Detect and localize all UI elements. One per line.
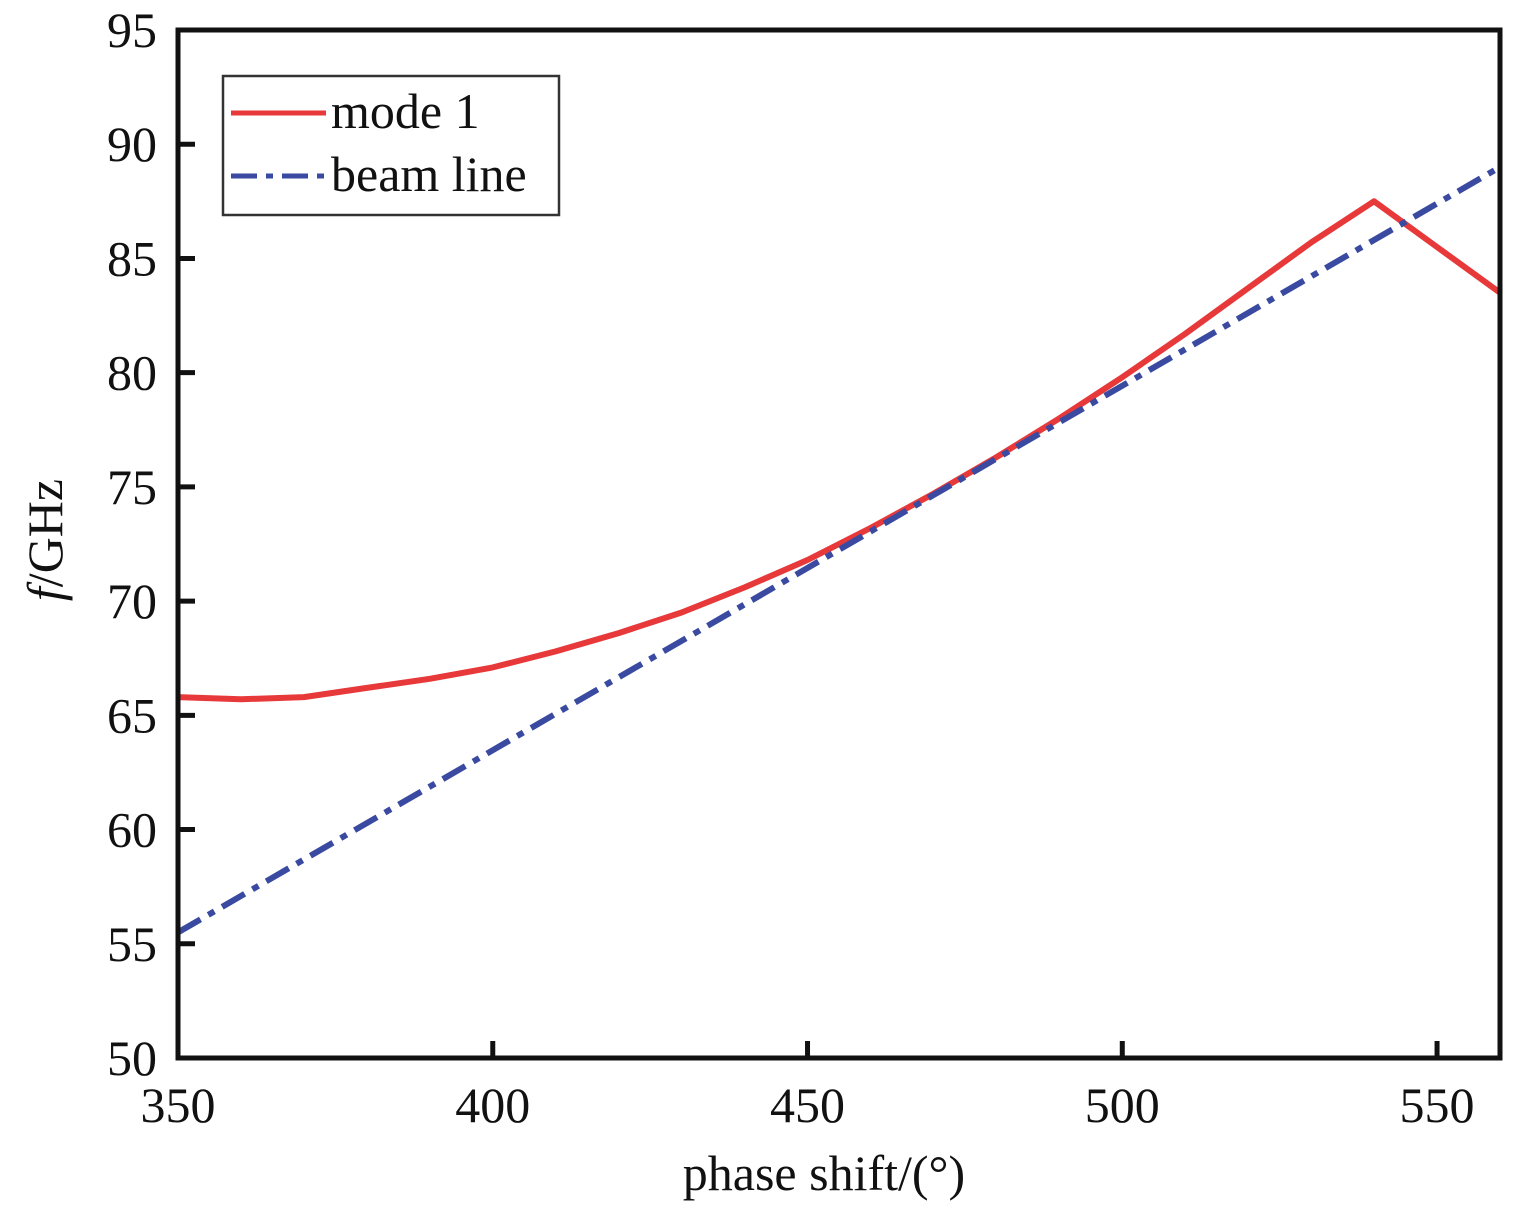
y-tick-label: 70 <box>107 573 157 629</box>
x-tick-label: 450 <box>770 1077 845 1133</box>
x-axis-title: phase shift/(°) <box>683 1145 965 1201</box>
y-axis-title: f/GHz <box>17 479 73 601</box>
tick-labels: 350 400 450 500 550 50 55 60 65 70 75 80 85 90 95 <box>107 2 1475 1133</box>
y-tick-label: 75 <box>107 459 157 515</box>
y-axis-title-rest: /GHz <box>17 479 73 587</box>
y-tick-label: 90 <box>107 116 157 172</box>
x-tick-label: 350 <box>141 1077 216 1133</box>
x-tick-label: 550 <box>1400 1077 1475 1133</box>
legend-box <box>221 74 561 217</box>
y-tick-label: 60 <box>107 802 157 858</box>
x-tick-label: 500 <box>1085 1077 1160 1133</box>
series-layer <box>176 164 1502 935</box>
plot-frame <box>175 27 1503 1061</box>
y-tick-label: 80 <box>107 345 157 401</box>
x-tick-label: 400 <box>455 1077 530 1133</box>
legend: mode 1 beam line <box>221 74 561 217</box>
y-tick-label: 65 <box>107 687 157 743</box>
y-tick-label: 85 <box>107 230 157 286</box>
legend-label-mode-1: mode 1 <box>331 83 480 139</box>
y-tick-label: 50 <box>107 1030 157 1086</box>
series-line-mode-1 <box>177 198 1502 703</box>
y-tick-label: 55 <box>107 916 157 972</box>
series-line-beam-line <box>176 164 1502 935</box>
legend-label-beam-line: beam line <box>331 146 527 202</box>
y-tick-label: 95 <box>107 2 157 58</box>
